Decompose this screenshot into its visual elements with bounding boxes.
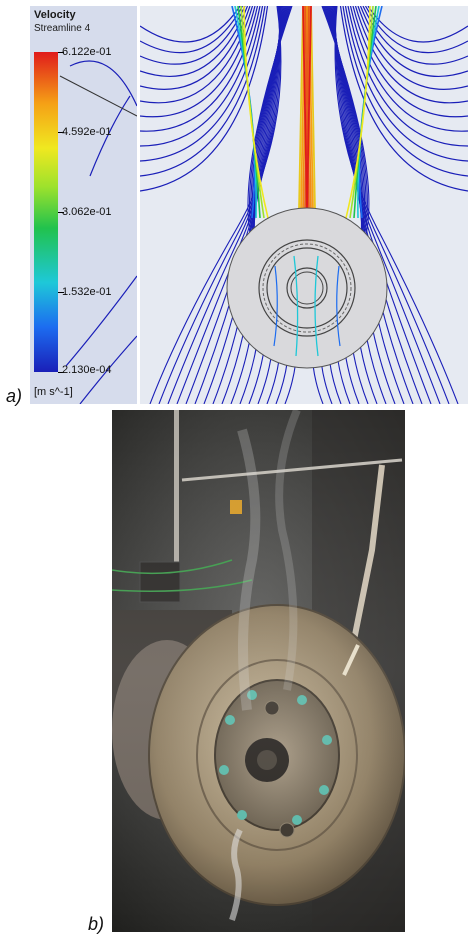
- smoke-haze: [112, 410, 405, 932]
- streamline: [344, 6, 468, 162]
- streamline: [139, 6, 266, 177]
- legend-tick-label: 6.122e-01: [62, 46, 112, 58]
- legend-background-streamlines: [59, 60, 137, 404]
- brake-disc: [226, 207, 388, 369]
- streamline: [333, 6, 432, 404]
- streamline: [352, 6, 468, 118]
- legend-colorbar: [34, 52, 58, 372]
- streamline: [176, 6, 281, 404]
- disc-through-flow: [293, 255, 299, 357]
- streamline: [310, 6, 316, 211]
- disc-through-flow: [336, 265, 341, 347]
- panel-a-label: a): [6, 386, 23, 406]
- streamline: [139, 6, 269, 192]
- disc-hub-inner: [290, 271, 324, 305]
- disc-vent-ring-dashed: [262, 243, 352, 333]
- streamline: [334, 6, 441, 404]
- streamline: [334, 6, 450, 404]
- streamline: [342, 6, 468, 177]
- streamline: [354, 6, 468, 104]
- streamline: [167, 6, 281, 404]
- photo-canvas: [111, 408, 406, 932]
- legend-tick-label: 3.062e-01: [62, 206, 112, 218]
- disc-outer: [226, 207, 388, 369]
- streamline: [243, 6, 269, 219]
- disc-vent-ring-inner: [266, 247, 348, 329]
- legend-unit: [m s^-1]: [34, 386, 73, 398]
- streamline: [139, 6, 251, 90]
- streamline: [139, 6, 261, 147]
- streamline: [298, 6, 304, 211]
- streamline: [367, 6, 468, 43]
- streamline: [345, 6, 371, 219]
- streamline: [339, 6, 468, 192]
- legend-tick-mark: [58, 132, 64, 133]
- cfd-streamline-figure: Velocity Streamline 4 6.122e-01 4.592e-0…: [30, 6, 468, 404]
- legend-tick-mark: [58, 52, 64, 53]
- streamline: [139, 6, 244, 54]
- legend-tick-label: 1.532e-01: [62, 286, 112, 298]
- streamline: [347, 6, 468, 147]
- legend-tick-mark: [58, 212, 64, 213]
- legend-tick-label: 2.130e-04: [62, 364, 112, 376]
- streamline: [139, 6, 241, 43]
- streamline: [302, 6, 308, 211]
- legend-tick-label: 4.592e-01: [62, 126, 112, 138]
- streamline: [357, 6, 468, 90]
- streamline: [306, 6, 312, 211]
- disc-through-flow: [314, 255, 319, 357]
- legend-title: Velocity: [34, 9, 76, 21]
- disc-vent-ring-outer: [258, 239, 356, 337]
- streamline: [334, 6, 459, 404]
- legend-tick-mark: [58, 292, 64, 293]
- color-legend: Velocity Streamline 4 6.122e-01 4.592e-0…: [30, 6, 137, 404]
- brake-rig-photo: [111, 408, 406, 932]
- streamline-plot: [139, 6, 468, 404]
- streamline: [139, 6, 259, 132]
- streamline: [149, 6, 282, 404]
- streamline: [349, 6, 468, 132]
- probe-tip: [342, 644, 360, 676]
- disc-hub-outer: [286, 267, 328, 309]
- streamline-canvas: [139, 6, 468, 404]
- streamline: [158, 6, 281, 404]
- disc-through-flow: [273, 265, 278, 347]
- panel-b-label: b): [88, 914, 105, 934]
- streamline: [139, 6, 264, 162]
- legend-subtitle: Streamline 4: [34, 23, 91, 34]
- legend-tick-mark: [58, 372, 64, 373]
- streamline: [139, 6, 256, 118]
